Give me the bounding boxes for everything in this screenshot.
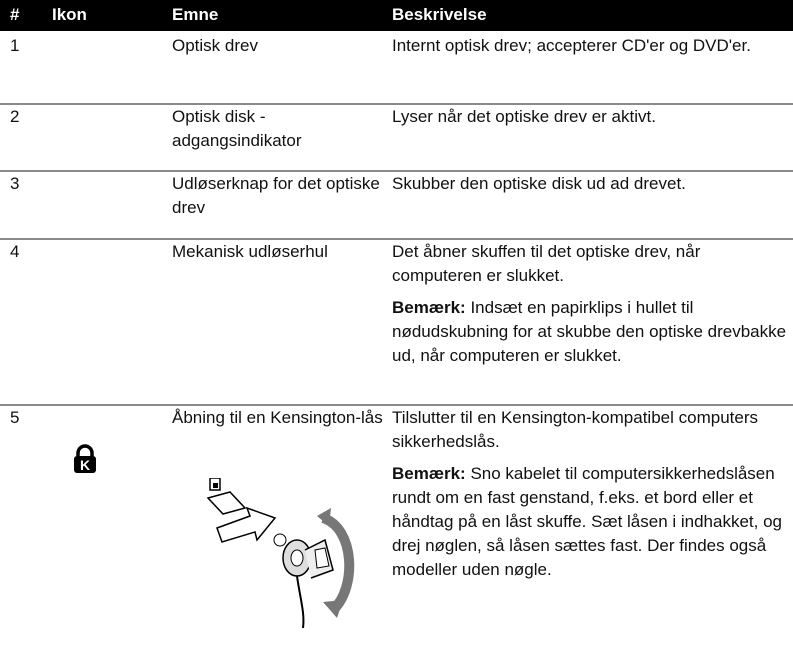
row-description: Lyser når det optiske drev er aktivt. bbox=[392, 107, 656, 126]
row-description-cell: Skubber den optiske disk ud ad drevet. bbox=[392, 172, 790, 196]
row-note: Bemærk: Sno kabelet til computersikkerhe… bbox=[392, 462, 790, 582]
row-description-cell: Lyser når det optiske drev er aktivt. bbox=[392, 105, 790, 129]
row-description: Det åbner skuffen til det optiske drev, … bbox=[392, 242, 701, 285]
note-label: Bemærk: bbox=[392, 464, 466, 483]
kensington-icon: K bbox=[74, 444, 96, 473]
row-description-cell: Det åbner skuffen til det optiske drev, … bbox=[392, 240, 790, 368]
row-subject: Optisk disk - adgangsindikator bbox=[172, 107, 302, 150]
note-text: Sno kabelet til computersikkerhedslåsen … bbox=[392, 464, 783, 579]
row-separator bbox=[0, 404, 793, 406]
row-separator bbox=[0, 170, 793, 172]
header-cell: Ikon bbox=[52, 5, 87, 24]
row-description: Skubber den optiske disk ud ad drevet. bbox=[392, 174, 686, 193]
lock-illustration bbox=[206, 478, 355, 628]
row-number: 3 bbox=[10, 174, 20, 193]
note-label: Bemærk: bbox=[392, 298, 466, 317]
header-cell: Beskrivelse bbox=[392, 5, 487, 24]
row-number: 2 bbox=[10, 107, 20, 126]
svg-text:K: K bbox=[80, 457, 90, 473]
row-description: Internt optisk drev; accepterer CD'er og… bbox=[392, 36, 751, 55]
row-note: Bemærk: Indsæt en papirklips i hullet ti… bbox=[392, 296, 790, 368]
row-subject: Mekanisk udløserhul bbox=[172, 242, 328, 261]
row-description: Tilslutter til en Kensington-kompatibel … bbox=[392, 408, 758, 451]
table-header: # Ikon Emne Beskrivelse bbox=[0, 0, 793, 31]
row-number: 1 bbox=[10, 36, 20, 55]
header-cell: Emne bbox=[172, 5, 219, 24]
row-description-cell: Tilslutter til en Kensington-kompatibel … bbox=[392, 406, 790, 582]
row-subject: Åbning til en Kensington-lås bbox=[172, 408, 383, 427]
row-separator bbox=[0, 238, 793, 240]
row-separator bbox=[0, 103, 793, 105]
row-description-cell: Internt optisk drev; accepterer CD'er og… bbox=[392, 34, 790, 58]
row-subject: Udløserknap for det optiske drev bbox=[172, 174, 380, 217]
row-number: 4 bbox=[10, 242, 20, 261]
header-cell: # bbox=[10, 5, 20, 24]
note-text: Indsæt en papirklips i hullet til nøduds… bbox=[392, 298, 787, 365]
row-number: 5 bbox=[10, 408, 20, 427]
row-subject: Optisk drev bbox=[172, 36, 258, 55]
